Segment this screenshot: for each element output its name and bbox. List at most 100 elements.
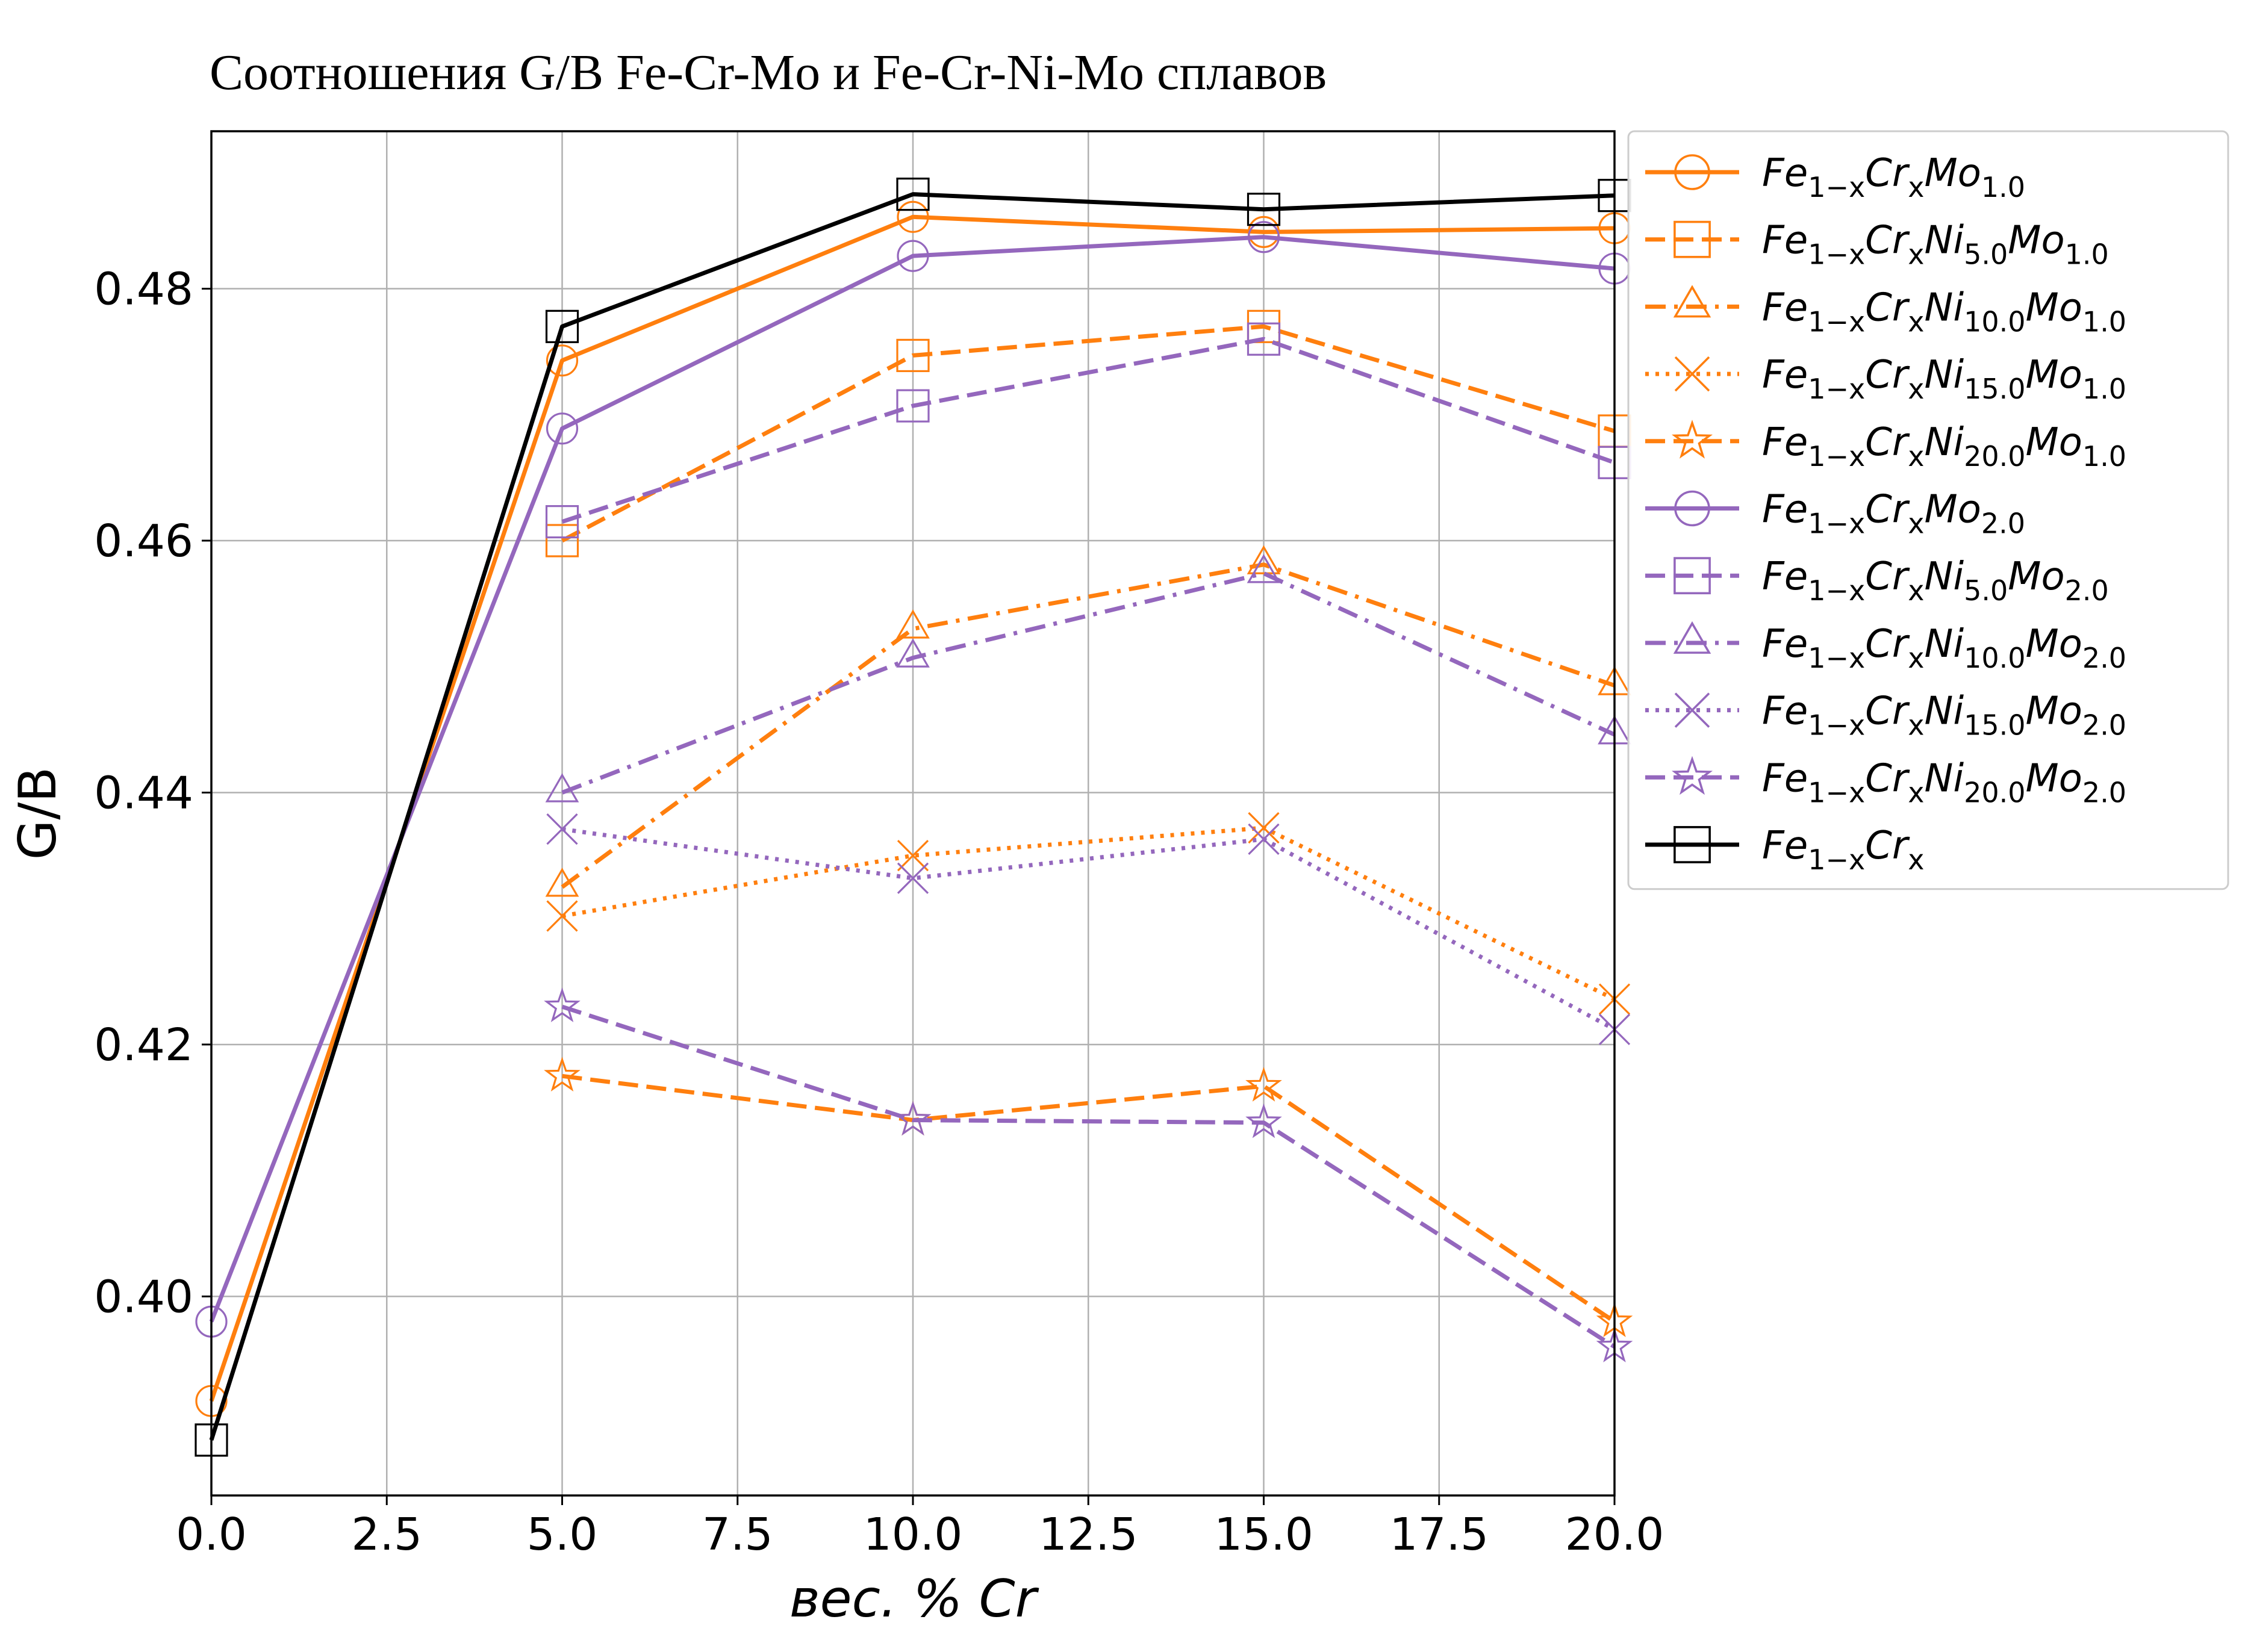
- legend-base-subscript: 1−x: [1808, 843, 1865, 876]
- chart-title: Соотношения G/B Fe-Cr-Mo и Fe-Cr-Ni-Mo с…: [210, 45, 1327, 101]
- legend-marker: [1674, 220, 1711, 258]
- data-point: [546, 900, 578, 932]
- series-10: [195, 178, 1631, 1457]
- legend-mo-subscript: 1.0: [2082, 305, 2126, 338]
- series-line: [209, 235, 1615, 1323]
- data-point: [545, 524, 579, 557]
- legend-mo-subscript: 2.0: [2065, 574, 2109, 607]
- legend-mo-subscript: 2.0: [2082, 776, 2126, 809]
- legend-base: Fe: [1762, 285, 1808, 330]
- data-point: [1245, 1103, 1282, 1138]
- legend-cr-subscript: x: [1908, 776, 1924, 809]
- legend-base: Fe: [1762, 622, 1808, 666]
- legend-item: Fe1−xCrxNi20.0Mo1.0: [1645, 420, 2126, 473]
- x-tick-label: 20.0: [1565, 1509, 1664, 1560]
- legend-base: Fe: [1762, 219, 1808, 263]
- legend-item: Fe1−xCrxNi15.0Mo1.0: [1645, 353, 2126, 405]
- legend-ni-subscript: 20.0: [1964, 776, 2025, 809]
- legend-label: Fe1−xCrxMo1.0: [1762, 151, 2025, 203]
- legend-marker: [1674, 692, 1710, 728]
- y-axis-label: G/B: [8, 767, 68, 860]
- series-line: [561, 825, 1616, 1001]
- data-point: [897, 200, 929, 233]
- legend-marker: [1671, 420, 1713, 459]
- legend-item: Fe1−xCrxNi5.0Mo1.0: [1645, 219, 2109, 271]
- legend-ni: Ni: [1924, 554, 1964, 599]
- legend-marker: [1674, 356, 1710, 392]
- data-point: [896, 389, 930, 423]
- legend-cr-subscript: x: [1908, 440, 1924, 473]
- legend-base-subscript: 1−x: [1808, 305, 1865, 338]
- data-point: [897, 240, 929, 272]
- series-line: [561, 562, 1616, 889]
- series-line: [561, 337, 1616, 524]
- data-point: [544, 987, 581, 1022]
- series-line: [562, 1073, 1616, 1324]
- legend-item: Fe1−xCrxNi10.0Mo2.0: [1645, 621, 2126, 674]
- legend-base: Fe: [1762, 488, 1808, 532]
- data-point: [1245, 1067, 1282, 1102]
- legend-base-subscript: 1−x: [1808, 440, 1865, 473]
- data-point: [894, 1101, 932, 1136]
- legend-label: Fe1−xCrxNi10.0Mo2.0: [1762, 622, 2126, 674]
- x-tick-label: 15.0: [1214, 1509, 1313, 1560]
- legend-box: [1627, 130, 2229, 890]
- legend-mo: Mo: [2026, 756, 2082, 801]
- series-line: [209, 214, 1615, 1402]
- legend-ni: Ni: [1924, 420, 1964, 465]
- legend-label: Fe1−xCrx: [1762, 824, 1924, 876]
- data-point: [544, 1057, 581, 1092]
- legend-cr: Cr: [1865, 420, 1910, 465]
- legend-mo: Mo: [1924, 488, 1981, 532]
- legend-ni-subscript: 15.0: [1964, 709, 2025, 742]
- x-tick-label: 5.0: [527, 1509, 598, 1560]
- data-point: [896, 178, 930, 211]
- data-point: [545, 309, 579, 343]
- legend-mo-subscript: 1.0: [2065, 238, 2109, 271]
- legend-base: Fe: [1762, 689, 1808, 734]
- legend-marker: [1674, 490, 1710, 527]
- legend-label: Fe1−xCrxNi10.0Mo1.0: [1762, 285, 2126, 338]
- data-point: [1247, 193, 1281, 226]
- legend-mo: Mo: [2008, 219, 2064, 263]
- series-line: [561, 1004, 1616, 1349]
- series-layer: [195, 178, 1633, 1457]
- y-tick-label: 0.44: [94, 767, 193, 819]
- legend-base-subscript: 1−x: [1808, 709, 1865, 742]
- legend-mo-subscript: 1.0: [1981, 171, 2025, 203]
- legend-base: Fe: [1762, 151, 1808, 196]
- series-line: [562, 827, 1616, 1031]
- legend-label: Fe1−xCrxNi20.0Mo2.0: [1762, 756, 2126, 809]
- legend-label: Fe1−xCrxNi20.0Mo1.0: [1762, 420, 2126, 473]
- legend-marker: [1674, 826, 1711, 863]
- legend-mo: Mo: [1924, 151, 1981, 196]
- legend-cr-subscript: x: [1908, 373, 1924, 405]
- legend-base-subscript: 1−x: [1808, 171, 1865, 203]
- legend-ni-subscript: 5.0: [1964, 238, 2008, 271]
- data-point: [896, 638, 930, 668]
- legend-base: Fe: [1762, 824, 1808, 868]
- legend-base: Fe: [1762, 756, 1808, 801]
- legend-cr: Cr: [1865, 622, 1910, 666]
- legend-cr: Cr: [1865, 285, 1910, 330]
- legend-mo: Mo: [2026, 285, 2082, 330]
- series-3: [546, 812, 1631, 1015]
- legend-ni: Ni: [1924, 756, 1964, 801]
- legend-ni: Ni: [1924, 285, 1964, 330]
- axis-ticks: 0.0 2.5 5.0 7.5 10.0 12.5 15.0 17.5 20.0 0.40 0.42…: [94, 264, 1664, 1560]
- legend-mo-subscript: 1.0: [2082, 440, 2126, 473]
- data-point: [546, 813, 578, 845]
- x-tick-label: 17.5: [1389, 1509, 1489, 1560]
- legend-marker: [1674, 557, 1711, 595]
- data-point: [545, 505, 579, 539]
- data-point: [1247, 545, 1281, 574]
- legend-label: Fe1−xCrxNi15.0Mo2.0: [1762, 689, 2126, 742]
- legend-cr-subscript: x: [1908, 709, 1924, 742]
- y-tick-label: 0.40: [94, 1271, 193, 1323]
- x-tick-label: 10.0: [864, 1509, 963, 1560]
- series-line: [561, 324, 1616, 543]
- legend-base-subscript: 1−x: [1808, 574, 1865, 607]
- data-point: [1247, 221, 1280, 253]
- legend-ni-subscript: 10.0: [1964, 305, 2025, 338]
